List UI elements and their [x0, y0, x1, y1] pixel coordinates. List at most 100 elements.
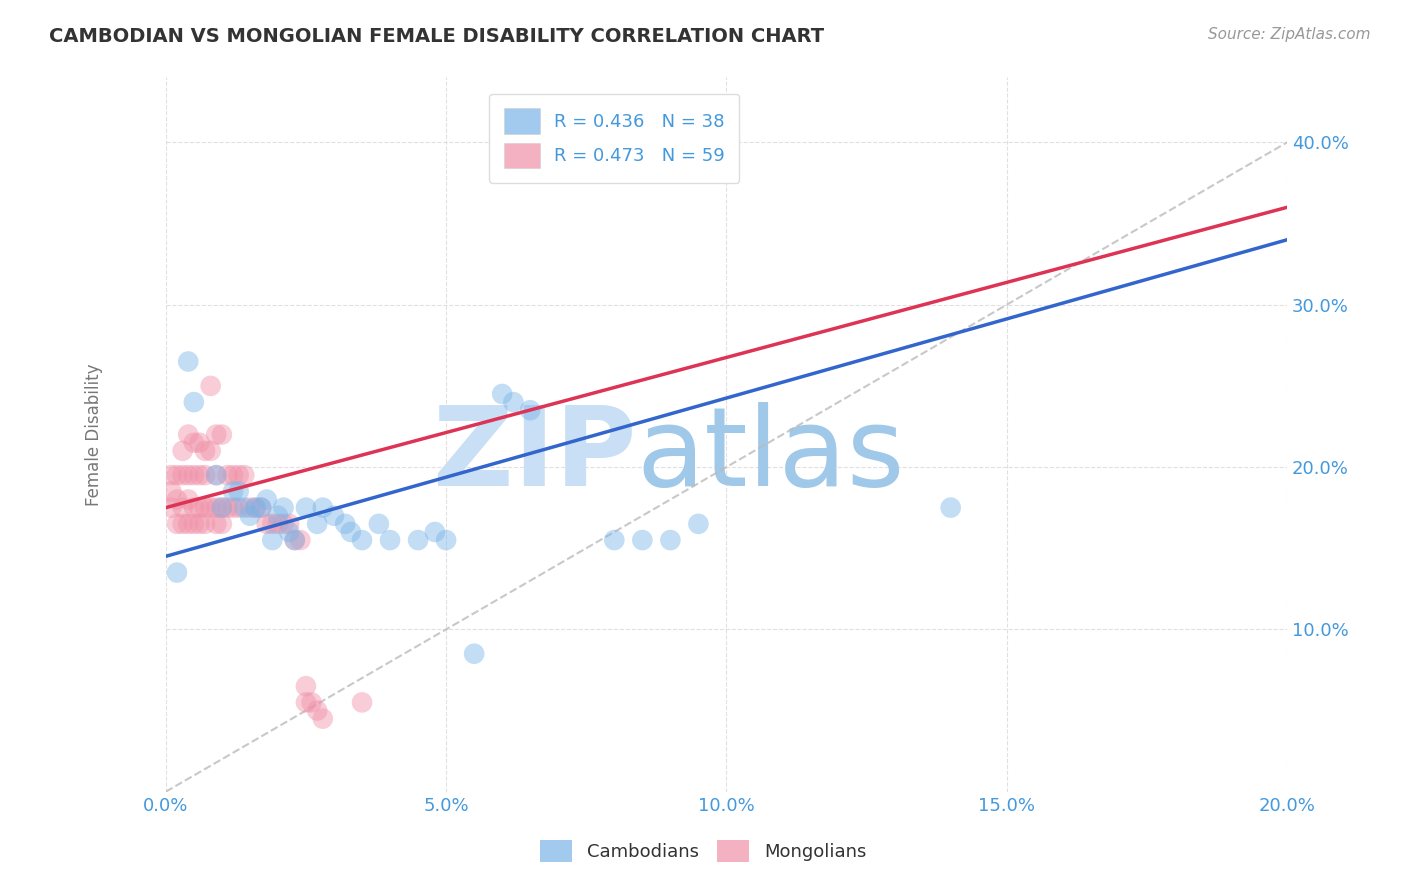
Point: [307, 516, 329, 531]
Point: [194, 516, 217, 531]
Point: [290, 533, 312, 547]
Point: [463, 647, 485, 661]
Point: [205, 468, 228, 483]
Point: [194, 443, 217, 458]
Point: [284, 533, 307, 547]
Point: [160, 484, 183, 499]
Point: [307, 704, 329, 718]
Point: [262, 516, 284, 531]
Point: [183, 435, 205, 450]
Point: [222, 468, 245, 483]
Point: [177, 427, 200, 442]
Point: [245, 500, 267, 515]
Point: [217, 500, 239, 515]
Point: [177, 516, 200, 531]
Point: [278, 524, 301, 539]
Point: [239, 508, 262, 523]
Point: [211, 500, 233, 515]
Point: [222, 484, 245, 499]
Point: [177, 468, 200, 483]
Point: [367, 516, 389, 531]
Point: [166, 468, 188, 483]
Point: [188, 468, 211, 483]
Point: [205, 500, 228, 515]
Point: [273, 500, 295, 515]
Point: [183, 468, 205, 483]
Point: [250, 500, 273, 515]
Point: [160, 500, 183, 515]
Point: [166, 566, 188, 580]
Point: [183, 516, 205, 531]
Point: [239, 500, 262, 515]
Point: [205, 468, 228, 483]
Point: [172, 468, 194, 483]
Point: [250, 500, 273, 515]
Point: [284, 533, 307, 547]
Point: [233, 500, 256, 515]
Point: [295, 500, 318, 515]
Y-axis label: Female Disability: Female Disability: [86, 363, 103, 506]
Point: [502, 395, 524, 409]
Point: [217, 468, 239, 483]
Point: [228, 468, 250, 483]
Point: [350, 695, 373, 709]
Point: [340, 524, 363, 539]
Point: [200, 500, 222, 515]
Point: [183, 395, 205, 409]
Point: [295, 679, 318, 693]
Point: [222, 500, 245, 515]
Point: [423, 524, 446, 539]
Text: ZIP: ZIP: [433, 402, 637, 509]
Point: [519, 403, 541, 417]
Point: [295, 695, 318, 709]
Point: [603, 533, 626, 547]
Point: [256, 492, 278, 507]
Point: [188, 500, 211, 515]
Point: [631, 533, 654, 547]
Point: [267, 508, 290, 523]
Point: [228, 484, 250, 499]
Text: Source: ZipAtlas.com: Source: ZipAtlas.com: [1208, 27, 1371, 42]
Point: [172, 443, 194, 458]
Legend: Cambodians, Mongolians: Cambodians, Mongolians: [533, 833, 873, 870]
Point: [434, 533, 457, 547]
Point: [177, 492, 200, 507]
Point: [188, 516, 211, 531]
Point: [211, 427, 233, 442]
Point: [166, 516, 188, 531]
Point: [312, 712, 335, 726]
Point: [491, 387, 513, 401]
Point: [273, 516, 295, 531]
Point: [278, 516, 301, 531]
Point: [245, 500, 267, 515]
Text: CAMBODIAN VS MONGOLIAN FEMALE DISABILITY CORRELATION CHART: CAMBODIAN VS MONGOLIAN FEMALE DISABILITY…: [49, 27, 824, 45]
Point: [688, 516, 710, 531]
Legend: R = 0.436   N = 38, R = 0.473   N = 59: R = 0.436 N = 38, R = 0.473 N = 59: [489, 94, 740, 183]
Point: [188, 435, 211, 450]
Point: [350, 533, 373, 547]
Point: [262, 533, 284, 547]
Point: [256, 516, 278, 531]
Point: [406, 533, 429, 547]
Point: [177, 354, 200, 368]
Point: [312, 500, 335, 515]
Point: [211, 516, 233, 531]
Point: [172, 500, 194, 515]
Point: [205, 427, 228, 442]
Point: [211, 500, 233, 515]
Point: [323, 508, 346, 523]
Point: [172, 516, 194, 531]
Text: atlas: atlas: [637, 402, 905, 509]
Point: [659, 533, 682, 547]
Point: [267, 516, 290, 531]
Point: [194, 500, 217, 515]
Point: [233, 468, 256, 483]
Point: [228, 500, 250, 515]
Point: [301, 695, 323, 709]
Point: [160, 468, 183, 483]
Point: [939, 500, 962, 515]
Point: [200, 379, 222, 393]
Point: [335, 516, 357, 531]
Point: [183, 500, 205, 515]
Point: [194, 468, 217, 483]
